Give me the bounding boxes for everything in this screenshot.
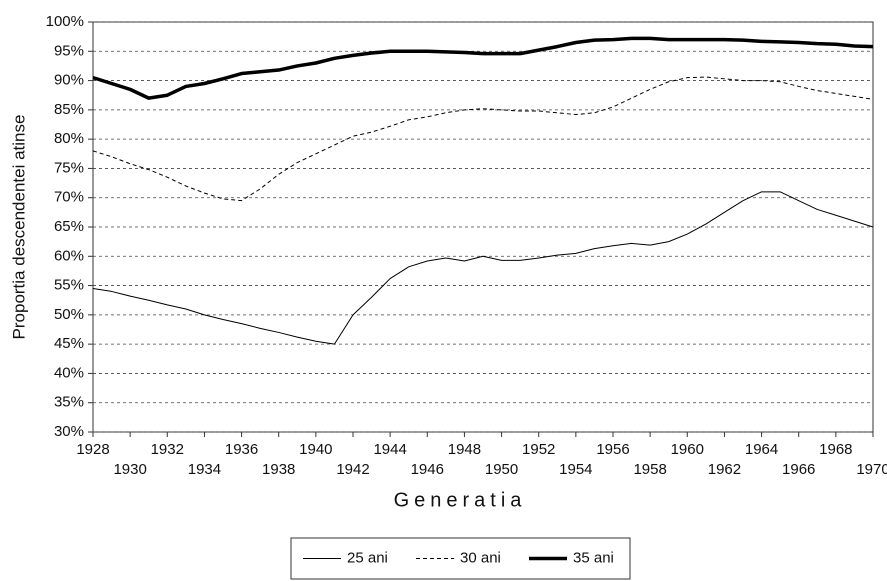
x-tick-label: 1932: [151, 441, 184, 458]
x-tick-label: 1960: [671, 441, 704, 458]
x-tick-label: 1962: [708, 461, 741, 478]
x-tick-label: 1944: [373, 441, 406, 458]
y-axis-label: Proportia descendentei atinse: [9, 115, 28, 340]
y-tick-label: 95%: [54, 42, 84, 59]
x-tick-label: 1948: [448, 441, 481, 458]
y-tick-label: 65%: [54, 218, 84, 235]
x-tick-label: 1958: [633, 461, 666, 478]
series-line: [92, 36, 874, 100]
y-tick-label: 75%: [54, 159, 84, 176]
x-tick-label: 1964: [745, 441, 778, 458]
series-line: [92, 76, 874, 202]
series-line: [92, 191, 874, 345]
x-tick-label: 1956: [596, 441, 629, 458]
x-tick-label: 1936: [225, 441, 258, 458]
y-tick-label: 45%: [54, 335, 84, 352]
x-tick-label: 1952: [522, 441, 555, 458]
x-tick-label: 1966: [782, 461, 815, 478]
x-tick-label: 1968: [819, 441, 852, 458]
x-tick-label: 1954: [559, 461, 592, 478]
x-tick-label: 1938: [262, 461, 295, 478]
y-tick-label: 90%: [54, 72, 84, 89]
y-tick-label: 100%: [46, 13, 84, 30]
y-tick-label: 80%: [54, 130, 84, 147]
y-tick-label: 35%: [54, 394, 84, 411]
y-tick-label: 30%: [54, 423, 84, 440]
x-tick-label: 1970: [856, 461, 887, 478]
y-tick-label: 70%: [54, 189, 84, 206]
legend-label: 30 ani: [460, 549, 501, 566]
legend-box: [290, 537, 631, 580]
y-tick-label: 60%: [54, 247, 84, 264]
x-tick-label: 1950: [485, 461, 518, 478]
x-tick-label: 1946: [411, 461, 444, 478]
y-tick-label: 40%: [54, 364, 84, 381]
x-tick-label: 1930: [113, 461, 146, 478]
legend-label: 35 ani: [573, 549, 614, 566]
x-axis-label: Generatia: [394, 489, 527, 511]
x-tick-label: 1940: [299, 441, 332, 458]
x-tick-label: 1942: [336, 461, 369, 478]
y-tick-label: 55%: [54, 277, 84, 294]
x-tick-label: 1934: [188, 461, 221, 478]
legend-label: 25 ani: [347, 549, 388, 566]
y-tick-label: 50%: [54, 306, 84, 323]
x-tick-label: 1928: [76, 441, 109, 458]
y-tick-label: 85%: [54, 101, 84, 118]
